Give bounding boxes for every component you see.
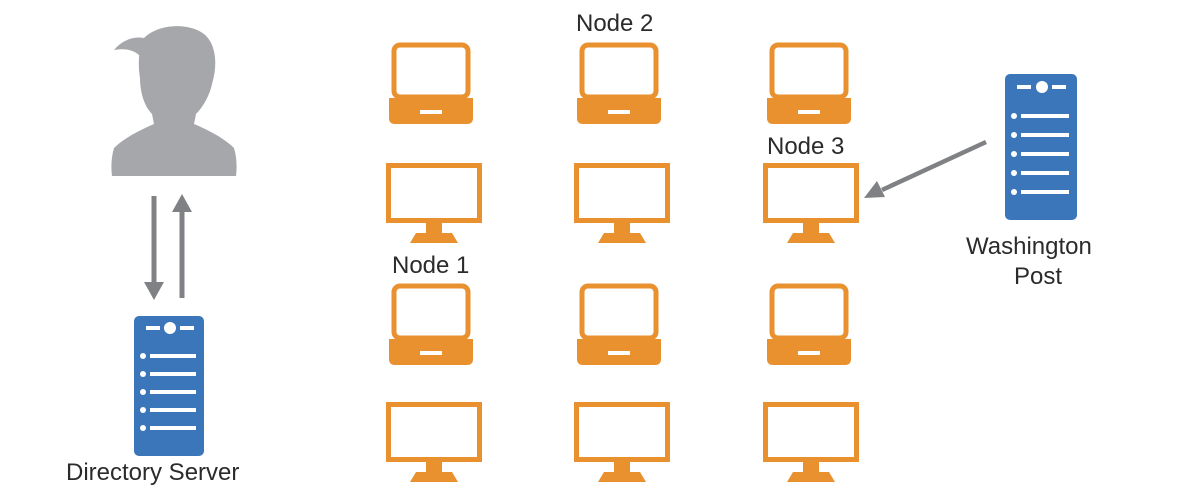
- laptop-icon: [577, 42, 661, 124]
- desktop-monitor-icon: [574, 163, 670, 243]
- desktop-monitor-icon: [574, 402, 670, 482]
- laptop-icon: [767, 283, 851, 365]
- laptop-icon: [767, 42, 851, 124]
- directory-server-icon: [134, 316, 204, 456]
- washington-post-server-icon: [1005, 74, 1077, 220]
- washington-post-label-line1: Washington: [966, 233, 1092, 260]
- desktop-monitor-icon: [386, 402, 482, 482]
- user-silhouette-icon: [111, 26, 237, 176]
- laptop-icon: [389, 42, 473, 124]
- washington-post-label-line2: Post: [1014, 263, 1063, 290]
- desktop-monitor-icon: [386, 163, 482, 243]
- node-1-label: Node 1: [392, 252, 470, 279]
- laptop-icon: [389, 283, 473, 365]
- node-3-label: Node 3: [767, 133, 845, 160]
- washington-post-arrow: [864, 139, 987, 198]
- directory-server-label: Directory Server: [66, 459, 240, 486]
- desktop-monitor-icon: [763, 163, 859, 243]
- desktop-monitor-icon: [763, 402, 859, 482]
- node-2-label: Node 2: [576, 10, 654, 37]
- laptop-icon: [577, 283, 661, 365]
- directory-arrows: [144, 194, 192, 300]
